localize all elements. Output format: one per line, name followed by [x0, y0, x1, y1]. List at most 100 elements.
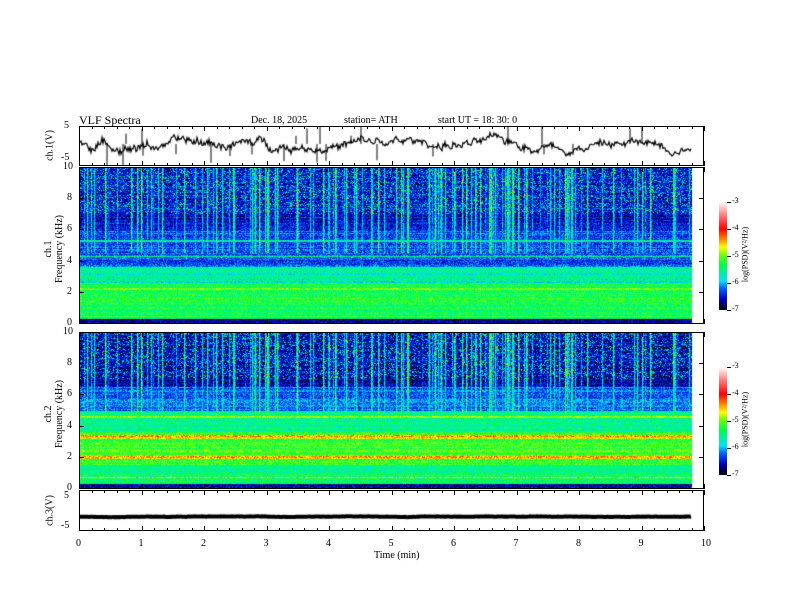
x-minor-tick [116, 126, 118, 129]
x-tick-mark [391, 526, 393, 531]
x-minor-tick [341, 163, 343, 166]
x-minor-tick [129, 490, 130, 493]
x-tick-mark [704, 526, 705, 531]
freq-tick-mark [79, 394, 84, 396]
freq-tick-mark [699, 229, 704, 231]
freq-tick-label: 4 [67, 419, 72, 431]
x-minor-tick [416, 490, 418, 493]
x-tick-mark [79, 126, 80, 131]
freq-tick-mark [699, 167, 704, 168]
x-minor-tick [466, 528, 468, 531]
x-minor-tick [291, 528, 293, 531]
freq-tick-mark [79, 323, 84, 324]
colorbar-tick-mark [727, 202, 731, 203]
x-minor-tick [691, 528, 693, 531]
x-tick-mark [579, 332, 580, 337]
x-tick-mark [329, 484, 330, 489]
x-minor-tick [254, 126, 255, 129]
x-minor-tick [404, 126, 405, 129]
x-tick-mark [391, 490, 393, 495]
x-tick-mark [79, 167, 80, 172]
x-tick-mark [204, 167, 205, 172]
x-minor-tick [629, 126, 630, 129]
x-minor-tick [529, 163, 530, 166]
freq-tick-mark [699, 198, 704, 200]
x-minor-tick [179, 528, 180, 531]
x-tick-mark [141, 490, 143, 495]
x-minor-tick [279, 163, 280, 166]
x-minor-tick [216, 490, 218, 493]
x-tick-mark [579, 484, 580, 489]
x-minor-tick [616, 163, 618, 166]
x-minor-tick [466, 163, 468, 166]
x-tick-mark [329, 167, 330, 172]
x-minor-tick [179, 490, 180, 493]
x-minor-tick [404, 528, 405, 531]
x-minor-tick [104, 490, 105, 493]
freq-tick-mark [699, 425, 704, 427]
x-tick-mark [641, 126, 643, 131]
x-minor-tick [104, 528, 105, 531]
x-tick-mark [266, 490, 268, 495]
x-minor-tick [304, 528, 305, 531]
x-minor-tick [316, 490, 318, 493]
x-tick-mark [391, 167, 393, 172]
ch1-ylabel: ch.1(V) [44, 130, 56, 161]
x-minor-tick [416, 126, 418, 129]
x-minor-tick [429, 163, 430, 166]
figure-title: VLF Spectra [79, 113, 141, 127]
x-minor-tick [254, 528, 255, 531]
x-minor-tick [479, 126, 480, 129]
x-minor-tick [566, 490, 568, 493]
x-minor-tick [316, 163, 318, 166]
x-tick-mark [266, 484, 268, 489]
freq-tick-mark [699, 456, 704, 458]
x-tick-mark [141, 484, 143, 489]
x-tick-mark [641, 167, 643, 172]
x-tick-mark [329, 161, 330, 166]
colorbar-tick-mark [727, 448, 731, 449]
x-tick-mark [266, 319, 268, 324]
ch1-colorbar [719, 202, 727, 310]
x-tick-mark [516, 490, 518, 495]
x-tick-mark [454, 484, 455, 489]
x-minor-tick [541, 528, 543, 531]
x-minor-tick [529, 528, 530, 531]
x-minor-tick [129, 163, 130, 166]
freq-tick-label: 0 [67, 317, 72, 328]
colorbar-tick-label: -6 [732, 442, 739, 451]
x-minor-tick [166, 528, 168, 531]
x-tick-mark [454, 167, 455, 172]
colorbar-tick-label: -4 [732, 388, 739, 397]
x-tick-mark [454, 490, 455, 495]
x-tick-mark [516, 167, 518, 172]
colorbar-tick-mark [727, 256, 731, 257]
x-tick-mark [266, 332, 268, 337]
x-minor-tick [216, 163, 218, 166]
colorbar-tick-label: -6 [732, 277, 739, 286]
x-minor-tick [691, 163, 693, 166]
x-minor-tick [166, 126, 168, 129]
x-minor-tick [129, 528, 130, 531]
x-tick-label: 3 [263, 538, 269, 549]
colorbar-tick-mark [727, 229, 731, 230]
x-minor-tick [116, 163, 118, 166]
x-minor-tick [291, 126, 293, 129]
freq-tick-mark [79, 291, 84, 293]
x-minor-tick [304, 126, 305, 129]
x-minor-tick [591, 126, 593, 129]
x-minor-tick [604, 163, 605, 166]
x-minor-tick [379, 163, 380, 166]
x-tick-mark [579, 126, 580, 131]
x-tick-mark [266, 526, 268, 531]
x-tick-mark [704, 126, 705, 131]
x-tick-mark [329, 526, 330, 531]
x-minor-tick [479, 163, 480, 166]
x-tick-mark [704, 332, 705, 337]
start-time-label: start UT = 18: 30: 0 [438, 115, 518, 126]
ch1-freq-ylabel: ch.1 Frequency (kHz) [43, 209, 65, 289]
ch2-colorbar [719, 367, 727, 475]
colorbar-tick-label: -3 [732, 361, 739, 370]
x-minor-tick [441, 126, 443, 129]
x-tick-mark [204, 526, 205, 531]
